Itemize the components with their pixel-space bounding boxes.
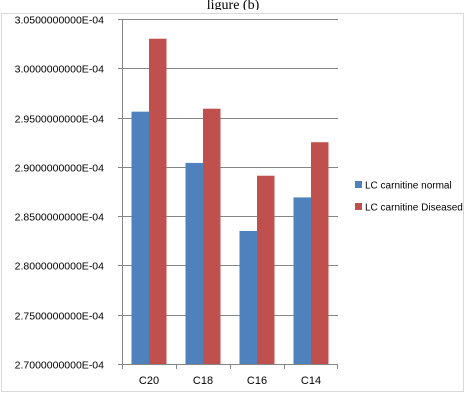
legend-label: LC carnitine Diseased — [365, 203, 463, 214]
y-tick-label: 2.7500000000E-04 — [15, 311, 104, 323]
tick-labels: 3.0500000000E-04 3.0000000000E-04 2.950000… — [15, 15, 321, 388]
bar-c14-series-2 — [311, 142, 329, 364]
bar-c14-series-1 — [293, 197, 311, 364]
y-tick-label: 2.9000000000E-04 — [15, 163, 104, 175]
axes — [118, 19, 338, 369]
legend-label: LC carnitine normal — [365, 181, 452, 192]
chart-border — [1, 13, 464, 392]
legend: LC carnitine normal LC carnitine Diseased — [355, 181, 463, 214]
y-tick-label: 2.9500000000E-04 — [15, 114, 104, 126]
bar-c18-series-1 — [185, 162, 203, 364]
bar-c20-series-2 — [149, 38, 167, 364]
y-tick-label: 2.8000000000E-04 — [15, 261, 104, 273]
y-tick-label: 2.8500000000E-04 — [15, 212, 104, 224]
y-tick-label: 3.0000000000E-04 — [15, 64, 104, 76]
bar-c16-series-2 — [257, 175, 275, 364]
bar-c16-series-1 — [239, 230, 257, 364]
bar-c18-series-2 — [203, 108, 221, 364]
y-tick-label: 3.0500000000E-04 — [15, 15, 104, 27]
y-tick-label: 2.7000000000E-04 — [15, 360, 104, 372]
x-tick-label: C20 — [139, 375, 159, 387]
x-tick-label: C16 — [247, 375, 267, 387]
legend-swatch — [355, 203, 362, 210]
x-tick-label: C14 — [301, 375, 321, 387]
chart-title: ligure (b) — [206, 0, 260, 10]
bar-c20-series-1 — [131, 111, 149, 365]
legend-swatch — [355, 181, 362, 188]
bars — [131, 38, 329, 365]
x-tick-label: C18 — [193, 375, 213, 387]
